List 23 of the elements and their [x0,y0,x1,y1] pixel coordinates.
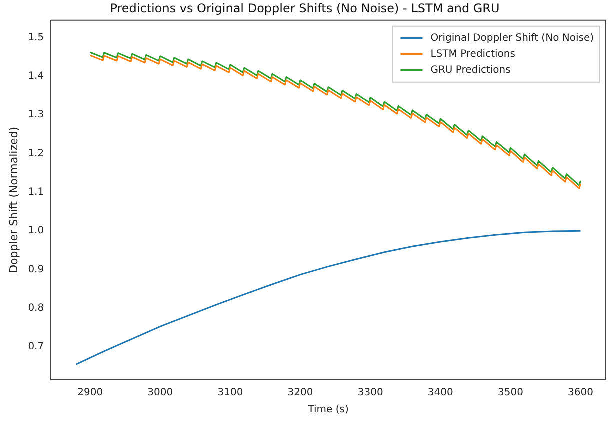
x-tick-label: 3000 [148,388,174,399]
x-tick-label: 3100 [218,388,244,399]
x-tick-label: 3600 [568,388,594,399]
x-tick-label: 3400 [428,388,454,399]
y-tick-label: 1.1 [28,187,44,198]
y-tick-label: 0.7 [28,342,44,353]
x-tick-label: 2900 [78,388,104,399]
x-tick-label: 3300 [358,388,384,399]
legend-label: LSTM Predictions [430,48,516,60]
legend-label: GRU Predictions [430,64,511,76]
y-tick-label: 0.9 [28,264,44,276]
y-tick-label: 1.5 [28,32,44,44]
x-axis-title: Time (s) [307,404,349,416]
y-tick-label: 1.0 [28,226,44,237]
x-tick-label: 3200 [288,388,314,399]
chart-title: Predictions vs Original Doppler Shifts (No Noise) - LSTM and GRU [110,1,500,16]
x-tick-label: 3500 [498,388,524,399]
y-tick-label: 1.4 [28,71,44,82]
y-axis-title: Doppler Shift (Normalized) [7,126,20,274]
y-tick-label: 1.2 [28,148,44,160]
y-tick-label: 0.8 [28,303,44,314]
legend-label: Original Doppler Shift (No Noise) [430,32,594,44]
y-tick-label: 1.3 [28,110,44,121]
